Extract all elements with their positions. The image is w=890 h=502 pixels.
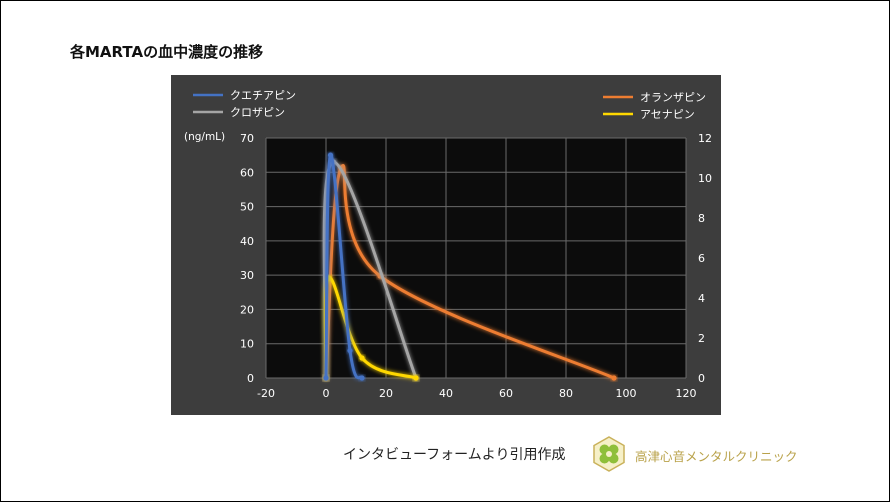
legend-label: クエチアピン (230, 89, 296, 102)
clover-logo-icon (593, 436, 625, 472)
x-tick-label: 20 (379, 387, 393, 400)
y2-tick-label: 12 (698, 132, 712, 145)
y2-tick-label: 0 (698, 372, 705, 385)
x-tick-label: 0 (323, 387, 330, 400)
x-tick-label: -20 (257, 387, 275, 400)
x-tick-label: 120 (676, 387, 697, 400)
data-point (359, 375, 365, 381)
y-axis-label: (ng/mL) (184, 131, 225, 143)
concentration-chart: -20 0 20 40 60 80 100 1200102030405060700246810… (184, 89, 712, 400)
x-tick-label: 80 (559, 387, 573, 400)
x-tick-label: 40 (439, 387, 453, 400)
source-caption: インタビューフォームより引用作成 (343, 447, 566, 463)
clinic-name: 高津心音メンタルクリニック (635, 449, 798, 464)
page-title: 各MARTAの血中濃度の推移 (70, 43, 264, 61)
y-tick-label: 0 (247, 372, 254, 385)
data-point (347, 347, 353, 354)
data-point (327, 152, 334, 158)
y-tick-label: 60 (240, 166, 254, 179)
y-tick-label: 70 (240, 132, 254, 145)
legend-label: アセナピン (640, 108, 695, 121)
chart-panel: -20 0 20 40 60 80 100 120 0 10 20 30 40 50 60 70 0 2 4 6 8 10… (171, 75, 721, 415)
y-tick-label: 50 (240, 201, 254, 214)
legend-label: オランザピン (640, 91, 706, 104)
x-tick-label: 60 (499, 387, 513, 400)
y2-tick-label: 10 (698, 172, 712, 185)
data-point (359, 355, 365, 361)
y-tick-label: 10 (240, 338, 254, 351)
y2-tick-label: 8 (698, 212, 705, 225)
y2-tick-label: 6 (698, 252, 705, 265)
y-tick-label: 40 (240, 235, 254, 248)
y2-tick-label: 4 (698, 292, 705, 305)
data-point (413, 375, 419, 381)
data-point (323, 375, 329, 381)
data-point (611, 375, 617, 381)
series-line-3 (324, 164, 616, 380)
series-line-1 (324, 153, 364, 380)
legend-label: クロザピン (230, 106, 285, 119)
x-tick-label: 100 (616, 387, 637, 400)
y-tick-label: 30 (240, 269, 254, 282)
y2-tick-label: 2 (698, 332, 705, 345)
y-tick-label: 20 (240, 303, 254, 316)
